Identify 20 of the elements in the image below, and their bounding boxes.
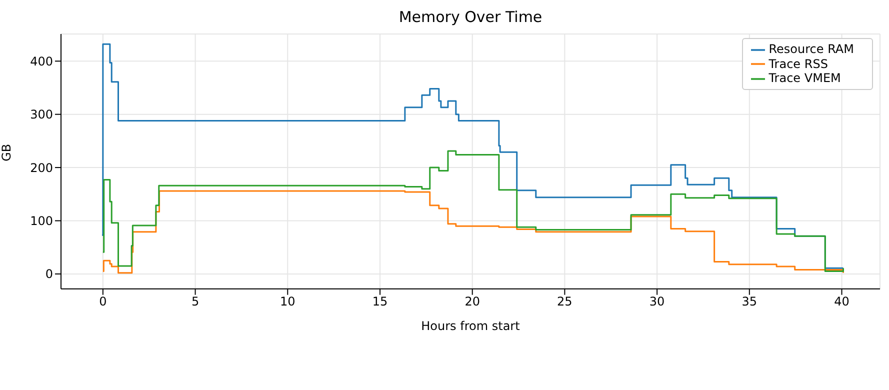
y-tick-label: 0 — [45, 267, 53, 282]
x-tick-label: 5 — [191, 294, 200, 308]
x-tick-label: 0 — [99, 294, 107, 308]
x-tick-label: 25 — [557, 294, 572, 308]
x-tick-label: 10 — [280, 294, 296, 308]
y-tick-label: 200 — [30, 160, 53, 175]
y-tick-label: 100 — [30, 214, 53, 228]
x-axis-title: Hours from start — [421, 318, 520, 333]
chart-title: Memory Over Time — [398, 8, 544, 26]
legend-label: Trace VMEM — [768, 71, 841, 86]
y-axis-title: GB — [0, 144, 14, 162]
x-tick-label: 30 — [649, 294, 665, 308]
x-tick-label: 20 — [464, 294, 480, 308]
legend-label: Trace RSS — [768, 56, 828, 71]
x-tick-label: 15 — [372, 294, 388, 308]
y-tick-label: 300 — [30, 108, 53, 122]
legend-label: Resource RAM — [768, 42, 854, 56]
x-tick-label: 35 — [742, 294, 758, 308]
x-tick-label: 40 — [834, 294, 850, 308]
y-tick-label: 400 — [30, 54, 53, 68]
